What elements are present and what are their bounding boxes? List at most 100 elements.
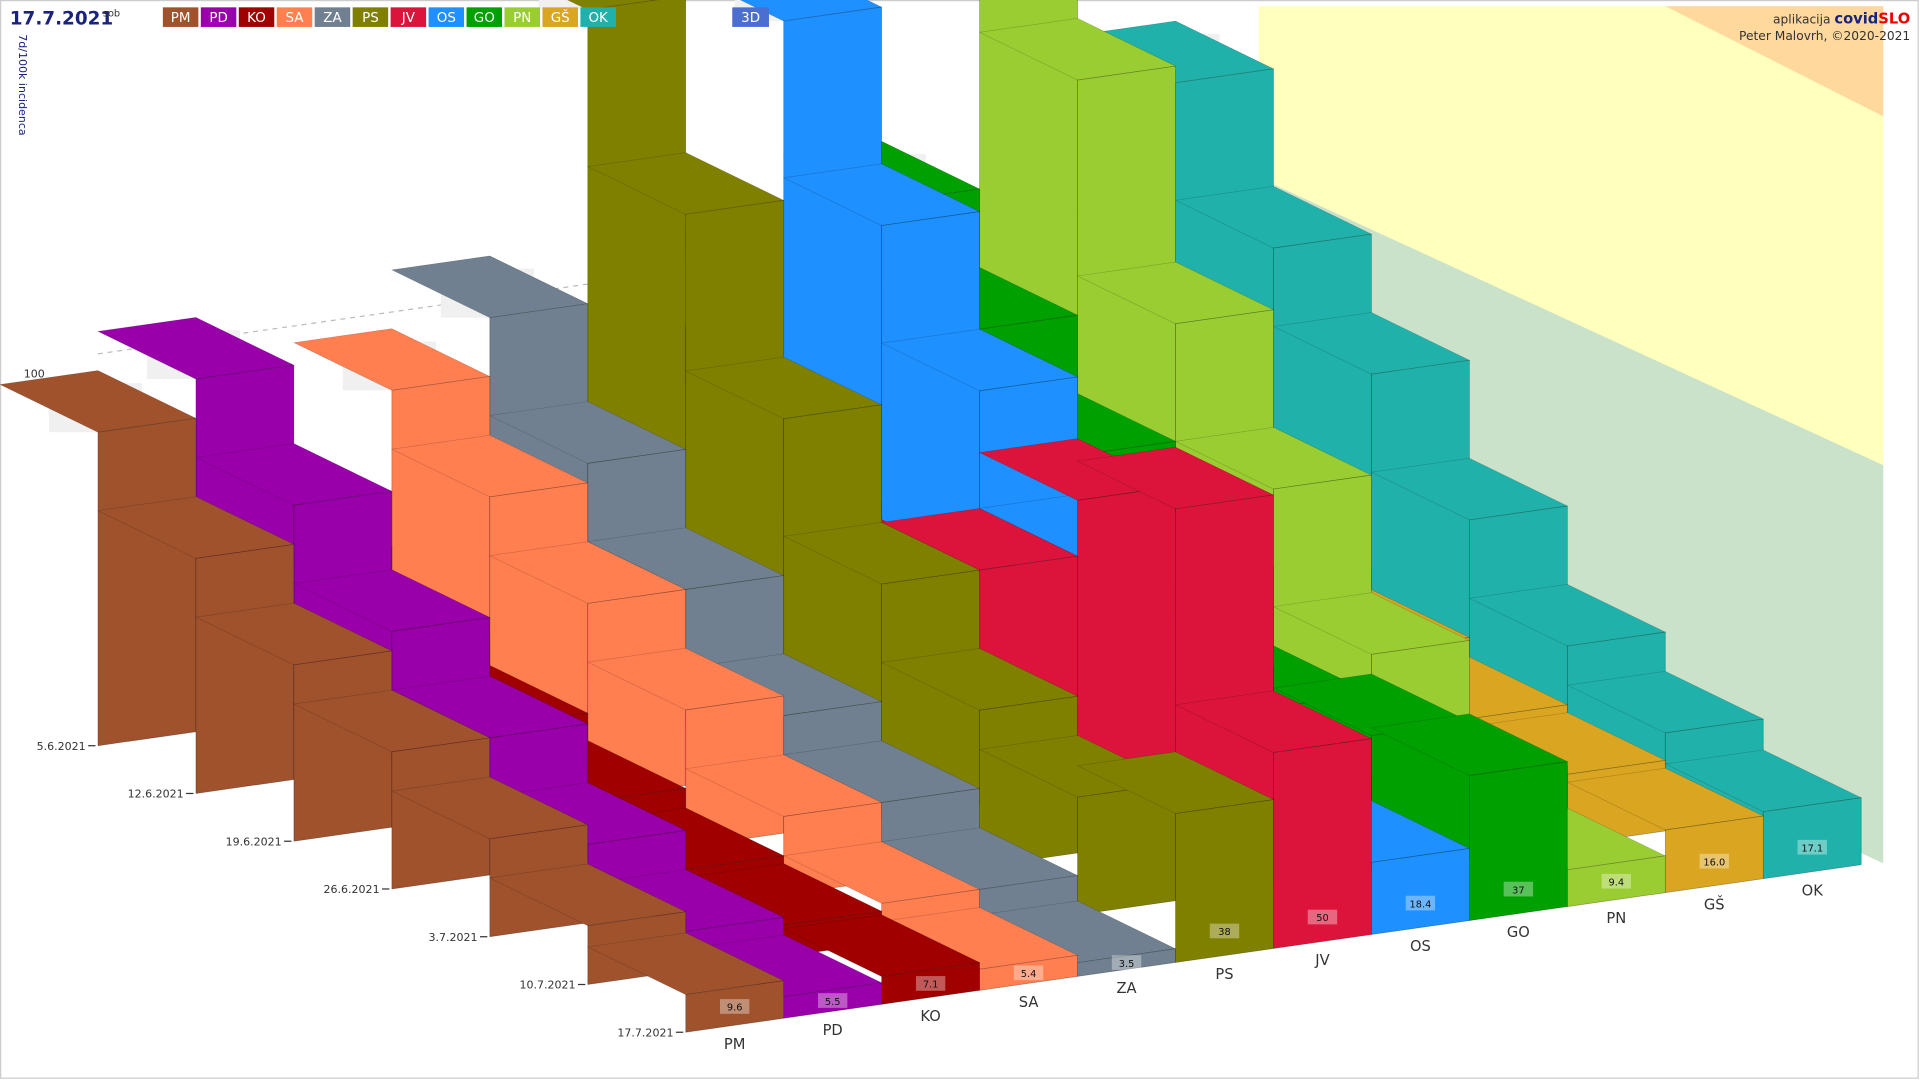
date-tick-label: 17.7.2021 [617,1026,673,1039]
category-label: SA [1019,994,1039,1011]
bar-top [1664,749,1863,813]
legend-button[interactable] [314,7,351,27]
value-label-bg [1503,881,1534,897]
bar-top [390,434,589,498]
legend-label[interactable]: OS [437,11,456,26]
bar-top [1370,457,1569,521]
category-label: PD [823,1022,843,1039]
category-label: GŠ [1704,895,1725,913]
toggle-3d-label[interactable]: 3D [741,11,760,26]
bar-top [0,370,197,433]
value-label-bg [1307,909,1338,925]
bar-front [1664,815,1764,894]
bar-top [684,754,883,817]
legend-label[interactable]: JV [401,11,416,26]
bar-front [97,417,197,747]
bar-front [685,980,785,1033]
value-label-bg [1209,923,1240,939]
bar-top [292,689,491,753]
bar-top [488,863,687,927]
threshold-plane-top [1665,6,1884,117]
legend-button[interactable] [542,7,578,27]
legend-label[interactable]: GO [474,11,495,26]
bar-top [1370,713,1569,776]
bar-top [1076,446,1275,510]
legend-button[interactable] [504,7,540,27]
value-label: 9.6 [727,1003,743,1014]
legend-button[interactable] [466,7,503,27]
date-tick-label: 10.7.2021 [519,979,575,992]
app-prefix: aplikacija [1773,12,1830,26]
legend-label[interactable]: KO [247,11,266,26]
bar-top [1076,261,1275,325]
bar-top [1174,427,1373,490]
legend-button[interactable] [238,7,275,27]
bar-front [1469,761,1568,921]
category-label: KO [920,1008,940,1025]
value-label-bg [915,976,946,991]
value-label-bg [1601,873,1632,889]
value-label: 5.4 [1021,969,1037,980]
bar-top [96,496,295,559]
date-tick-label: 5.6.2021 [37,740,86,753]
value-label: 38 [1218,927,1230,938]
bar-top [782,740,981,803]
threshold-plane-high [1258,6,1884,466]
category-label: PM [724,1036,746,1053]
bar-top [488,401,687,464]
legend-label[interactable]: OK [588,11,609,26]
legend-button[interactable] [162,7,199,27]
legend-label[interactable]: PM [171,11,191,26]
bar-top [194,602,393,666]
category-label: ZA [1116,980,1136,997]
bar-top [684,356,883,420]
bar-top [292,328,491,391]
value-label-bg [720,999,750,1014]
bar-top [586,932,785,995]
bar-top [782,841,981,904]
bar-top [739,0,883,22]
bar-top [390,776,589,840]
y-axis-label: 7d/100k incidenca [16,34,29,135]
legend-button[interactable] [580,7,616,27]
legend-button[interactable] [428,7,465,27]
legend-button[interactable] [352,7,389,27]
app-credit: aplikacija covidSLO [1773,11,1910,28]
bar-front [1175,799,1274,963]
bar-top [782,914,981,977]
legend-label[interactable]: PS [362,11,379,26]
bar-front [195,543,295,794]
value-label: 9.4 [1609,877,1625,888]
category-label: PS [1215,966,1233,983]
legend-label[interactable]: PN [513,11,531,26]
date-tick-label: 19.6.2021 [226,835,282,848]
bar-top [96,317,295,380]
value-label-bg [817,993,848,1008]
legend-label[interactable]: SA [285,11,304,26]
bars: PM PD KO SA ZA PS JV OS GO PN GŠ OK 17.1 OK 16.0 GŠ 9.4 P… [0,0,1863,1053]
date-tick-label: 12.6.2021 [128,788,184,801]
value-label: 50 [1316,913,1328,924]
app-name-b: SLO [1878,11,1910,28]
legend-button[interactable] [276,7,313,27]
value-label-bg [1405,895,1436,911]
legend-label[interactable]: GŠ [551,8,570,26]
y-tick-label: 100 [24,368,45,381]
category-label: GO [1507,924,1530,941]
bar-top [1272,592,1471,655]
legend-label[interactable]: PD [209,11,227,26]
value-label-bg [1013,965,1044,981]
category-label: OK [1802,882,1824,899]
date-title: 17.7.2021 [10,9,113,30]
legend-button[interactable] [390,7,427,27]
value-label: 7.1 [923,980,939,991]
bar-top [586,647,785,711]
legend-label[interactable]: ZA [323,11,342,26]
value-label: 16.0 [1703,857,1725,868]
date-tick-label: 26.6.2021 [324,883,380,896]
author: Peter Malovrh, ©2020-2021 [1739,29,1910,43]
toggle-3d[interactable] [732,7,769,27]
legend-button[interactable] [200,7,237,27]
category-label: PN [1606,910,1626,927]
